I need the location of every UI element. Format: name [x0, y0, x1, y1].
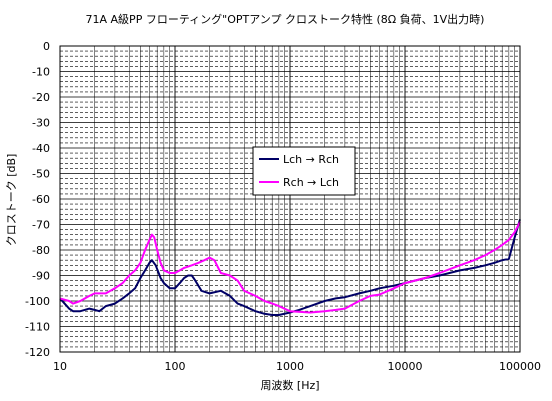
chart-title: 71A A級PP フローティング"OPTアンプ クロストーク特性 (8Ω 負荷、… [86, 12, 485, 26]
x-tick-label: 10000 [388, 360, 423, 373]
x-tick-label: 10 [53, 360, 67, 373]
y-tick-label: -90 [32, 270, 50, 283]
legend-label-lch-rch: Lch → Rch [283, 153, 339, 166]
y-axis-ticks: 0 -10 -20 -30 -40 -50 -60 -70 -80 -90 -100 -110 -120 [25, 40, 50, 359]
legend-label-rch-lch: Rch → Lch [283, 176, 339, 189]
y-tick-label: -20 [32, 91, 50, 104]
grid [60, 46, 520, 352]
y-axis-label: クロストーク [dB] [5, 154, 18, 247]
y-tick-label: -50 [32, 168, 50, 181]
series-line-rch-lch [59, 221, 521, 314]
y-tick-label: -110 [25, 321, 50, 334]
x-tick-label: 100 [165, 360, 186, 373]
x-axis-ticks: 10 100 1000 10000 100000 [53, 360, 541, 373]
y-tick-label: -40 [32, 142, 50, 155]
y-tick-label: -120 [25, 346, 50, 359]
y-tick-label: 0 [43, 40, 50, 53]
y-tick-label: -80 [32, 244, 50, 257]
legend: Lch → Rch Rch → Lch [252, 146, 356, 196]
x-tick-label: 1000 [276, 360, 304, 373]
x-tick-label: 100000 [499, 360, 541, 373]
series-layer [59, 219, 521, 316]
y-tick-label: -60 [32, 193, 50, 206]
y-tick-label: -100 [25, 295, 50, 308]
y-tick-label: -30 [32, 117, 50, 130]
x-axis-label: 周波数 [Hz] [260, 379, 319, 392]
legend-box [252, 146, 356, 196]
plot-area [59, 45, 521, 353]
y-tick-label: -10 [32, 66, 50, 79]
y-tick-label: -70 [32, 219, 50, 232]
